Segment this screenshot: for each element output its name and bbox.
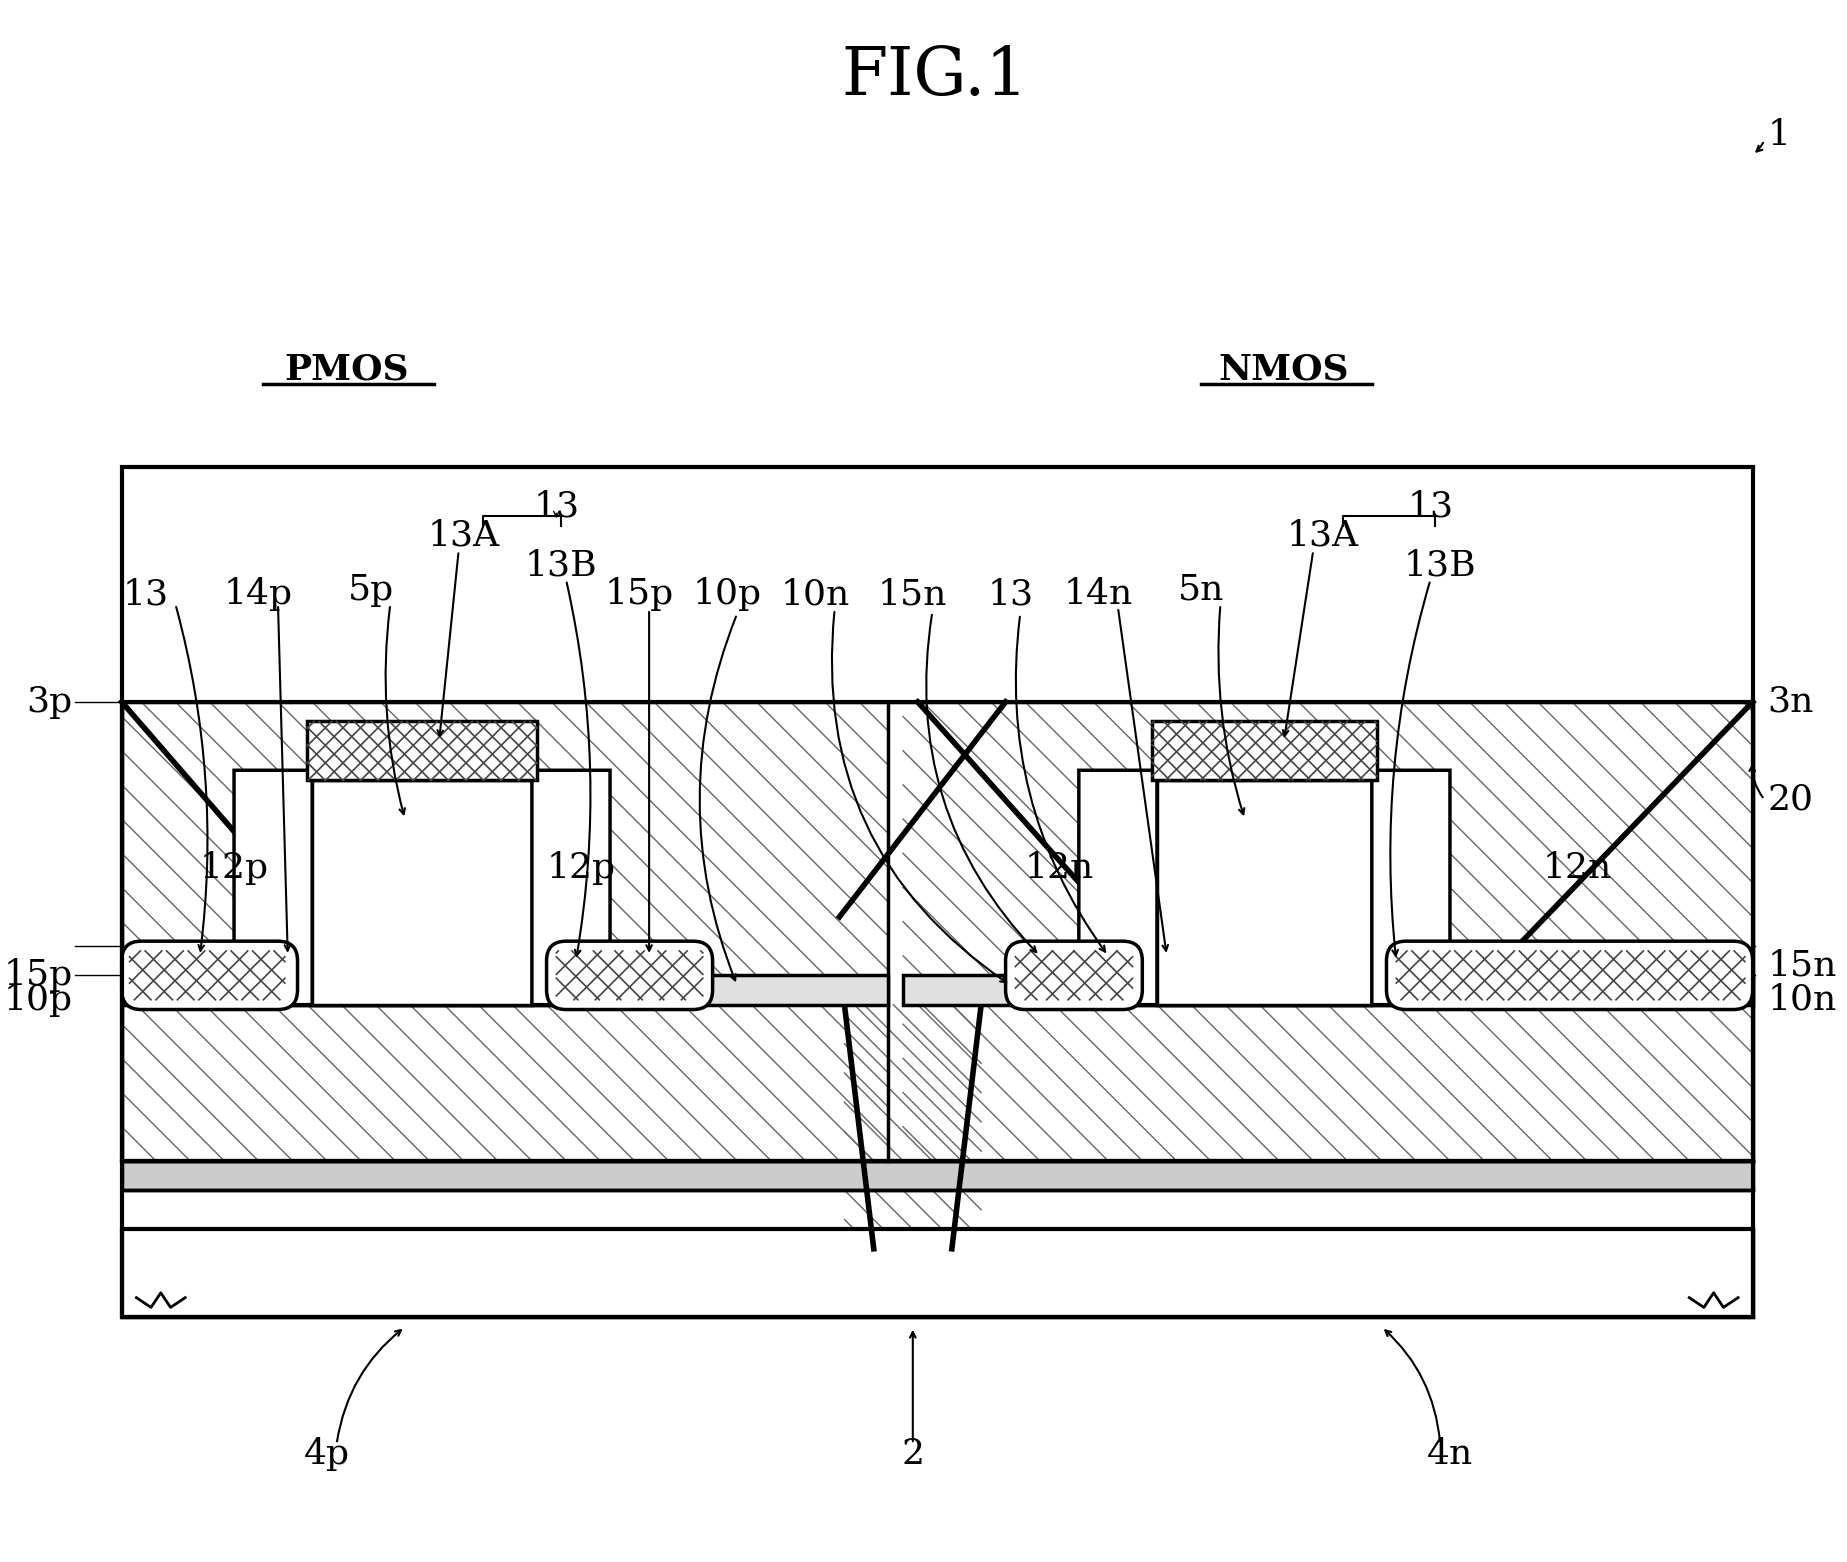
FancyBboxPatch shape (1372, 770, 1450, 1004)
Text: 13: 13 (988, 578, 1034, 611)
Text: 15p: 15p (604, 578, 674, 611)
FancyBboxPatch shape (1079, 770, 1156, 1004)
Text: 13A: 13A (427, 519, 501, 553)
Text: FIG.1: FIG.1 (842, 44, 1029, 109)
Text: 12n: 12n (1025, 851, 1093, 886)
Text: 13B: 13B (525, 548, 598, 583)
Text: 1: 1 (1768, 119, 1790, 153)
Text: 13: 13 (124, 578, 170, 611)
Text: 13B: 13B (1404, 548, 1476, 583)
Text: 20: 20 (1768, 783, 1814, 817)
Text: 13: 13 (534, 489, 580, 523)
Text: 12n: 12n (1542, 851, 1612, 886)
FancyBboxPatch shape (235, 770, 312, 1004)
FancyBboxPatch shape (1387, 942, 1753, 1009)
Bar (122, 1229, 1753, 1317)
Text: NMOS: NMOS (1219, 353, 1348, 387)
Text: 14n: 14n (1064, 578, 1132, 611)
Text: 13: 13 (1407, 489, 1454, 523)
Text: 12p: 12p (199, 851, 268, 886)
Bar (307, 722, 537, 779)
Bar (122, 701, 1753, 1161)
Bar (122, 1229, 1753, 1317)
FancyBboxPatch shape (1005, 942, 1141, 1009)
Bar (1099, 975, 1430, 1004)
Bar (312, 779, 532, 1004)
FancyBboxPatch shape (122, 942, 297, 1009)
Bar (122, 975, 888, 1004)
Text: 15p: 15p (4, 959, 72, 992)
Text: 10p: 10p (693, 578, 761, 611)
Text: 3p: 3p (26, 684, 72, 719)
Text: 13A: 13A (1287, 519, 1359, 553)
Text: 10n: 10n (781, 578, 850, 611)
Bar (1153, 722, 1376, 779)
Text: 12p: 12p (547, 851, 615, 886)
Text: 15n: 15n (877, 578, 948, 611)
Text: 10n: 10n (1768, 982, 1836, 1017)
Text: 3n: 3n (1768, 684, 1814, 719)
Text: 10p: 10p (4, 982, 72, 1017)
Bar (253, 975, 591, 1004)
Bar (122, 701, 1753, 1161)
FancyBboxPatch shape (547, 942, 713, 1009)
Text: PMOS: PMOS (284, 353, 408, 387)
Text: 4p: 4p (303, 1437, 349, 1471)
Text: 15n: 15n (1768, 948, 1836, 982)
Bar (122, 1161, 1753, 1190)
Bar (122, 467, 1753, 1317)
Bar (1156, 779, 1372, 1004)
Text: 14p: 14p (223, 578, 294, 611)
Text: 2: 2 (901, 1437, 924, 1471)
Text: 5n: 5n (1178, 573, 1225, 606)
Bar (903, 975, 1753, 1004)
Text: 4n: 4n (1428, 1437, 1474, 1471)
FancyBboxPatch shape (532, 770, 610, 1004)
Text: 5p: 5p (347, 573, 393, 606)
